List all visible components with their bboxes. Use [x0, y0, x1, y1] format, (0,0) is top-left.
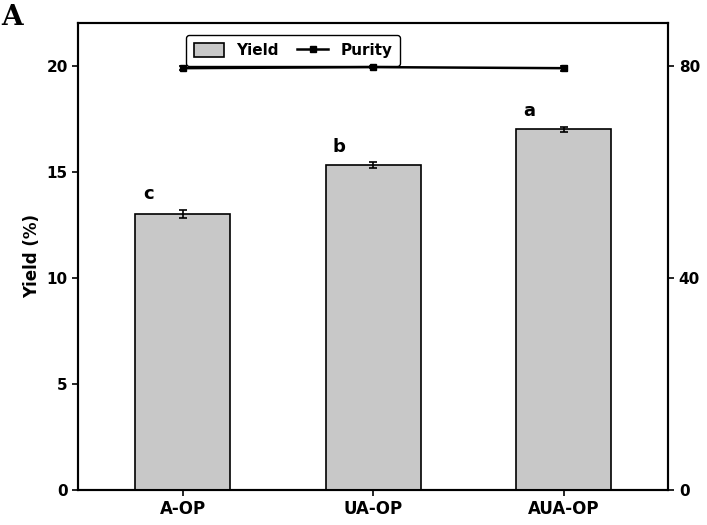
Text: a: a	[523, 102, 535, 120]
Bar	[326, 165, 421, 490]
Y-axis label: Yield (%): Yield (%)	[23, 214, 41, 298]
Text: b: b	[332, 138, 346, 155]
Bar	[135, 214, 230, 490]
Bar	[516, 129, 612, 490]
Legend: Yield, Purity: Yield, Purity	[186, 35, 400, 66]
Text: c: c	[144, 185, 154, 203]
Text: A: A	[1, 4, 23, 31]
